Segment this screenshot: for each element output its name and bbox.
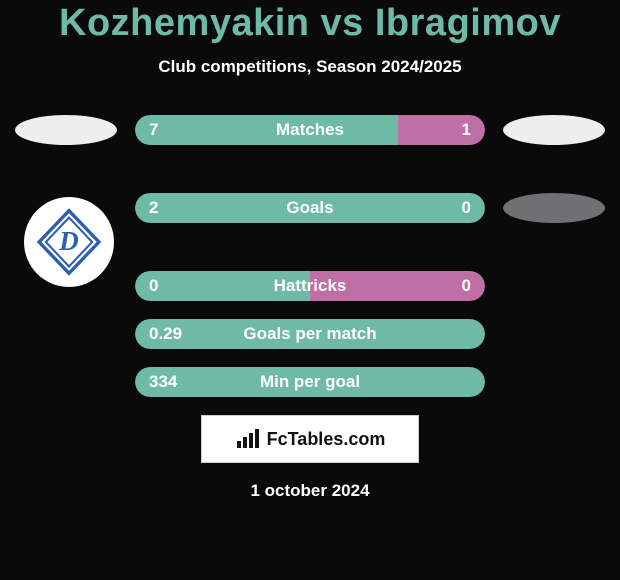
stat-row-mpg: 334 Min per goal [0,367,620,397]
stat-value-right: 0 [462,193,471,223]
stat-label: Min per goal [135,367,485,397]
badge-slot-left: D [15,163,117,253]
player-left-marker [15,115,117,145]
page-title: Kozhemyakin vs Ibragimov [0,2,620,45]
stat-value-right: 0 [462,271,471,301]
bar-matches: 7 Matches 1 [135,115,485,145]
stat-row-matches: 7 Matches 1 [0,115,620,145]
spacer [15,367,117,397]
subtitle: Club competitions, Season 2024/2025 [0,57,620,77]
comparison-infographic: Kozhemyakin vs Ibragimov Club competitio… [0,0,620,501]
stat-row-gpm: 0.29 Goals per match [0,319,620,349]
stat-label: Goals per match [135,319,485,349]
spacer [503,271,605,301]
bar-hattricks: 0 Hattricks 0 [135,271,485,301]
spacer [503,367,605,397]
bar-gpm: 0.29 Goals per match [135,319,485,349]
club-badge-left: D [24,197,114,287]
bar-goals: 2 Goals 0 [135,193,485,223]
stat-value-right: 1 [462,115,471,145]
brand-text: FcTables.com [267,429,386,450]
player-right-marker-alt [503,193,605,223]
spacer [503,319,605,349]
bar-mpg: 334 Min per goal [135,367,485,397]
date-text: 1 october 2024 [0,481,620,501]
svg-text:D: D [58,226,79,256]
brand-chart-icon [235,428,261,450]
player-right-marker [503,115,605,145]
stat-label: Matches [135,115,485,145]
club-crest-icon: D [35,208,103,276]
stat-row-goals: D 2 Goals 0 [0,163,620,253]
brand-box: FcTables.com [201,415,419,463]
spacer [15,319,117,349]
stat-label: Goals [135,193,485,223]
stat-label: Hattricks [135,271,485,301]
